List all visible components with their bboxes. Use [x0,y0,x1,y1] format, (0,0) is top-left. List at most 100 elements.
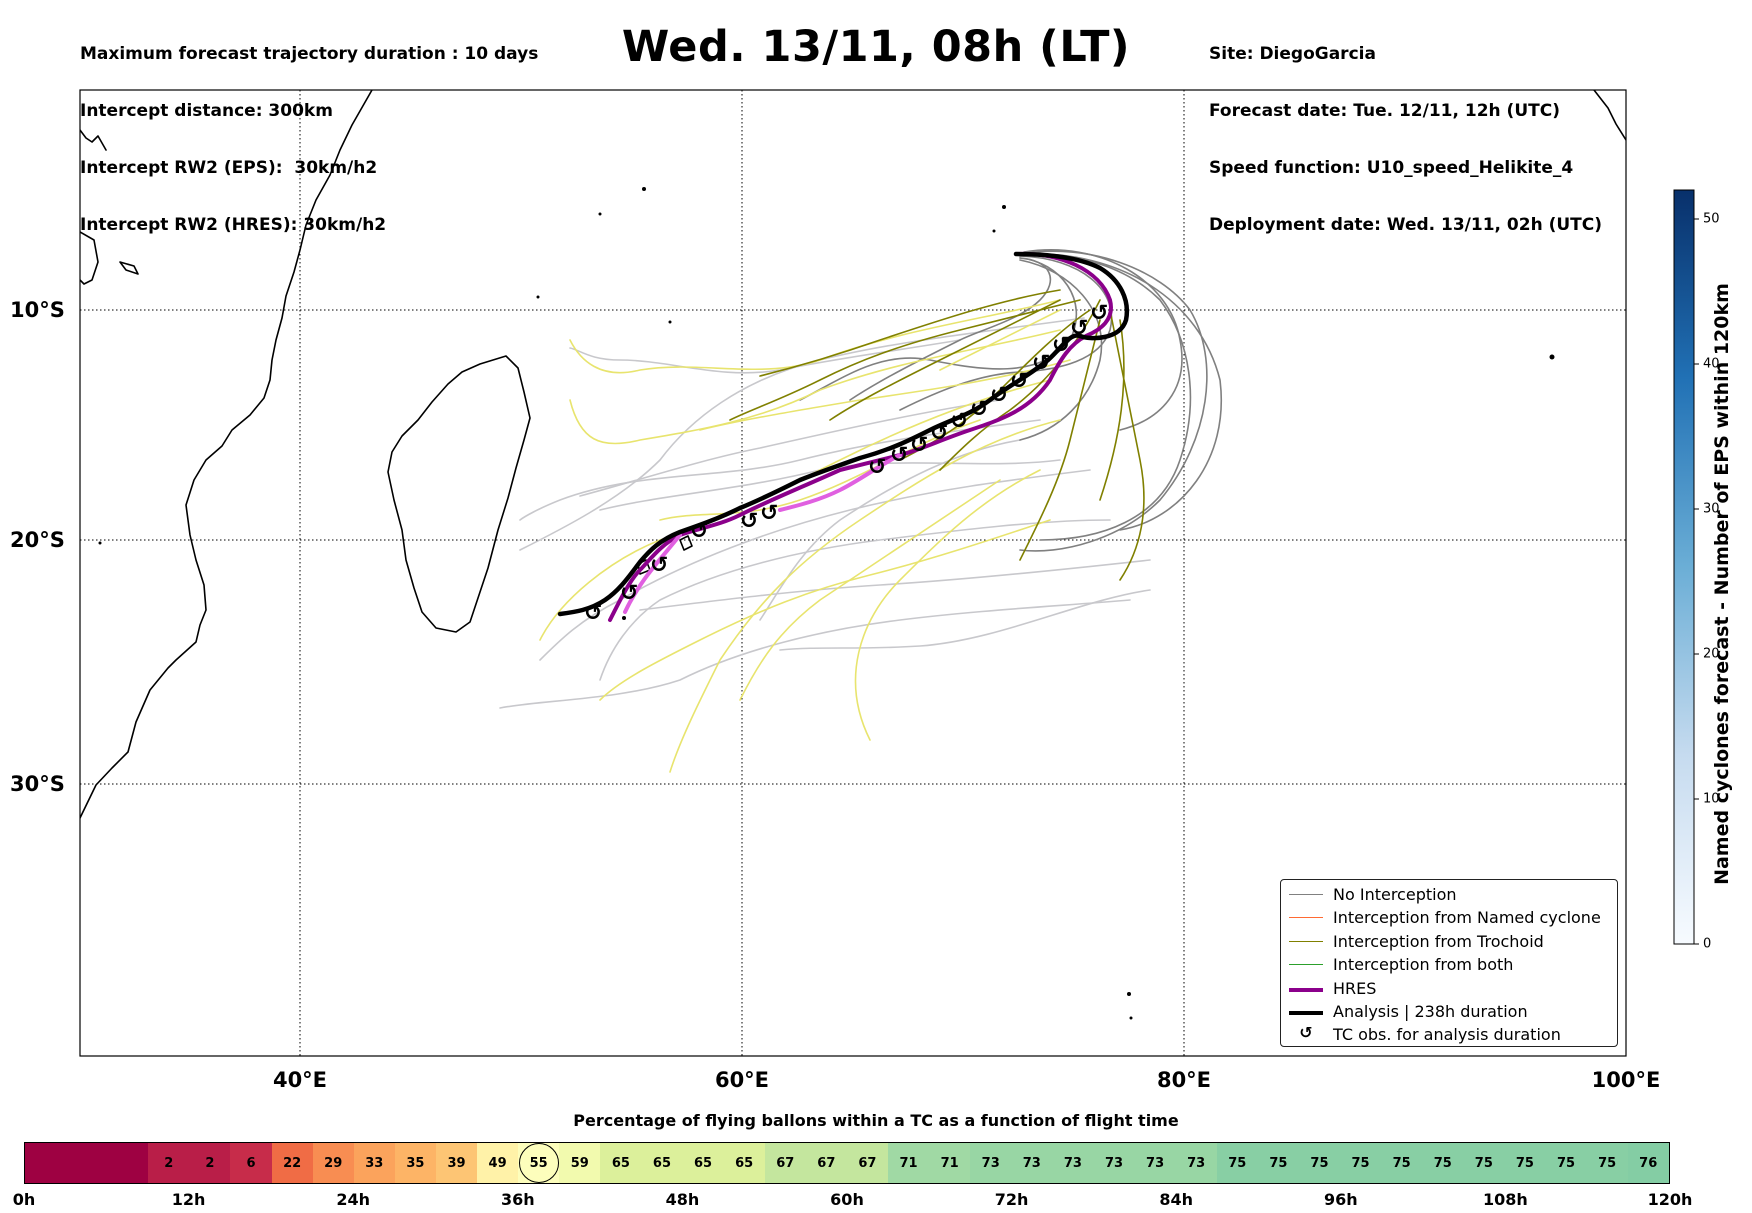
hour-label: 0h [12,1190,36,1209]
colorbar-tick-20: 20 [1703,646,1720,662]
percentage-cell: 22 [271,1143,313,1183]
percentage-value: 33 [365,1155,384,1171]
site-text: Site: DiegoGarcia [1209,44,1376,64]
percentage-cell: 71 [929,1143,971,1183]
percentage-cell: 75 [1586,1143,1628,1183]
tc-observation-symbols: ↺↺↺ ↺↺↺ ↺↺↺ ↺↺↺ ↺↺↺ ↺↺↺ [584,301,1108,626]
svg-text:↺: ↺ [690,519,708,544]
percentage-cell: 73 [1052,1143,1094,1183]
percentage-value: 2 [164,1155,174,1171]
intercept-hres-text: Intercept RW2 (HRES): 30km/h2 [80,215,387,235]
percentage-cell: 67 [846,1143,888,1183]
legend-swatch [1289,987,1323,992]
percentage-cell: 75 [1381,1143,1423,1183]
percentage-value: 75 [1269,1155,1288,1171]
percentage-cell: 75 [1298,1143,1340,1183]
percentage-cell: 75 [1504,1143,1546,1183]
percentage-cell: 33 [353,1143,395,1183]
percentage-value: 75 [1598,1155,1617,1171]
hour-label: 84h [1159,1190,1194,1209]
max-duration-text: Maximum forecast trajectory duration : 1… [80,44,539,64]
svg-text:↺: ↺ [740,509,758,534]
map-frame [79,89,1627,1057]
percentage-value: 73 [1063,1155,1082,1171]
percentage-value: 49 [488,1155,507,1171]
percentage-cell: 2 [189,1143,231,1183]
percentage-value: 76 [1639,1155,1658,1171]
legend-swatch [1289,964,1323,966]
legend-label: TC obs. for analysis duration [1333,1025,1561,1045]
legend-label: Interception from Trochoid [1333,931,1544,951]
madagascar-coast [387,355,531,633]
lon-label-80e: 80°E [1156,1068,1212,1092]
percentage-value: 67 [776,1155,795,1171]
east-africa-islands [80,231,99,285]
legend-label: No Interception [1333,885,1457,904]
percentage-value: 65 [611,1155,630,1171]
forecast-date-text: Forecast date: Tue. 12/11, 12h (UTC) [1209,101,1560,121]
hour-label: 48h [665,1190,700,1209]
intercept-eps-text: Intercept RW2 (EPS): 30km/h2 [80,158,378,178]
percentage-cell: 67 [805,1143,847,1183]
svg-text:↺: ↺ [868,455,886,480]
percentage-cell: 73 [970,1143,1012,1183]
percentage-value: 65 [694,1155,713,1171]
colorbar-tick-0: 0 [1703,936,1712,952]
trajectories-light-yellow [539,299,1071,773]
colorbar [1673,189,1695,945]
svg-text:↺: ↺ [1052,333,1070,358]
lat-label-30s: 30°S [10,772,65,796]
header-left-info: Maximum forecast trajectory duration : 1… [80,7,538,254]
percentage-value: 71 [899,1155,918,1171]
percentage-cell: 6 [230,1143,272,1183]
percentage-cell: 75 [1257,1143,1299,1183]
legend-item: No Interception [1281,883,1617,907]
lon-label-100e: 100°E [1591,1068,1661,1092]
percentage-value: 65 [652,1155,671,1171]
lat-label-20s: 20°S [10,528,65,552]
percentage-value: 75 [1515,1155,1534,1171]
tc-symbol-icon: ↺ [1299,1023,1313,1043]
legend-item: Interception from Named cyclone [1281,906,1617,930]
percentage-cell: 73 [1134,1143,1176,1183]
percentage-cell [107,1143,149,1183]
percentage-value: 75 [1556,1155,1576,1171]
legend-item: Analysis | 238h duration [1281,1000,1617,1024]
percentage-value: 73 [1104,1155,1124,1171]
percentage-cell: 73 [1175,1143,1217,1183]
percentage-cell: 73 [1093,1143,1135,1183]
percentage-value: 67 [858,1155,877,1171]
page-title: Wed. 13/11, 08h (LT) [621,22,1131,72]
colorbar-tick-10: 10 [1703,791,1720,807]
percentage-value: 29 [324,1155,343,1171]
percentage-value: 71 [940,1155,959,1171]
lat-label-10s: 10°S [10,298,65,322]
svg-text:↺: ↺ [990,383,1008,408]
percentage-cell: 65 [641,1143,683,1183]
percentage-cell: 71 [887,1143,930,1183]
hour-label: 60h [830,1190,864,1209]
percentage-cell: 75 [1340,1143,1382,1183]
percentage-cell: 29 [312,1143,354,1183]
percentage-cell [25,1143,67,1183]
percentage-cell: 75 [1463,1143,1505,1183]
svg-text:↺: ↺ [950,409,968,434]
deployment-date-text: Deployment date: Wed. 13/11, 02h (UTC) [1209,215,1603,235]
percentage-cell: 35 [394,1143,436,1183]
percentage-value: 35 [406,1155,425,1171]
legend-swatch [1289,894,1323,895]
small-islands [98,187,1555,1020]
percentage-bar: 2 2 6 22 29 33 35 39 49 55 59 65 65 65 65 67 67 67 71 71 73 7… [24,1142,1670,1184]
sumatra-tip [1593,90,1626,141]
percentage-value: 73 [981,1155,1000,1171]
hour-label: 36h [500,1190,535,1209]
africa-coast [80,90,373,819]
percentage-cell: 55 [518,1143,560,1183]
percentage-cell: 65 [682,1143,724,1183]
percentage-value: 73 [1146,1155,1165,1171]
legend-item: ↺ TC obs. for analysis duration [1281,1023,1617,1047]
lon-label-40e: 40°E [272,1068,328,1092]
hour-label: 120h [1647,1190,1693,1209]
svg-text:↺: ↺ [970,397,988,422]
